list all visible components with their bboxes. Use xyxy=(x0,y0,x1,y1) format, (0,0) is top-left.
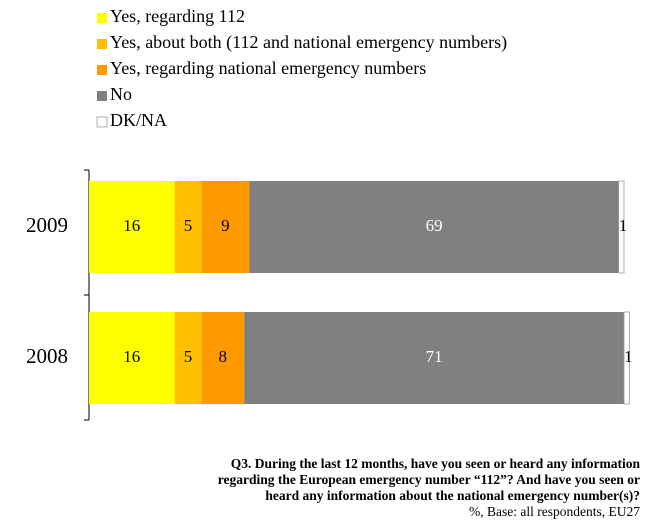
data-label: 8 xyxy=(219,347,228,366)
data-label: 9 xyxy=(221,216,230,235)
data-label: 1 xyxy=(619,216,628,235)
bar-segment xyxy=(174,312,202,404)
bar-segment xyxy=(89,181,175,273)
data-label: 16 xyxy=(123,347,140,366)
footnote: regarding the European emergency number … xyxy=(218,472,640,487)
y-tick-label: 2008 xyxy=(26,344,68,368)
base-note: %, Base: all respondents, EU27 xyxy=(469,504,640,519)
legend-label: Yes, about both (112 and national emerge… xyxy=(110,32,507,53)
data-label: 16 xyxy=(123,216,140,235)
legend-label: No xyxy=(110,84,132,104)
bar-segment xyxy=(249,181,619,273)
bar-segment xyxy=(623,311,630,405)
data-label: 5 xyxy=(184,347,193,366)
legend-label: DK/NA xyxy=(110,110,167,130)
legend-swatch xyxy=(97,65,107,75)
footnote: heard any information about the national… xyxy=(265,488,640,503)
legend-label: Yes, regarding national emergency number… xyxy=(110,58,426,78)
legend-swatch xyxy=(97,13,107,23)
legend-label: Yes, regarding 112 xyxy=(110,6,245,26)
data-label: 5 xyxy=(184,216,193,235)
data-label: 1 xyxy=(624,347,633,366)
data-label: 69 xyxy=(426,216,443,235)
legend-swatch xyxy=(97,91,107,101)
y-tick-label: 2009 xyxy=(26,213,68,237)
footnote: Q3. During the last 12 months, have you … xyxy=(231,456,641,471)
bar-segment xyxy=(174,181,202,273)
bar-segment xyxy=(201,181,250,273)
bar-segment xyxy=(618,180,625,274)
data-label: 71 xyxy=(426,347,443,366)
legend-swatch xyxy=(97,39,107,49)
bar-segment xyxy=(201,312,245,404)
bar-segment xyxy=(89,312,175,404)
bar-segment xyxy=(244,312,624,404)
legend-swatch xyxy=(96,116,108,128)
